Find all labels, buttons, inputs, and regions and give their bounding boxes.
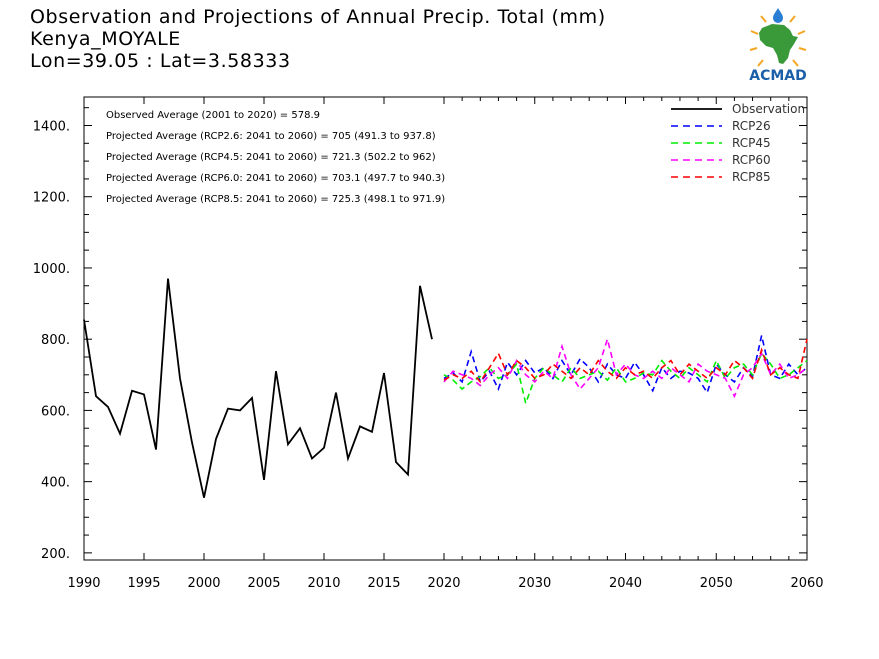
legend-label: RCP60 [732,153,771,167]
average-annotation: Projected Average (RCP2.6: 2041 to 2060)… [106,131,436,142]
legend-label: RCP45 [732,136,771,150]
y-tick-label: 600. [41,404,70,419]
x-tick-label: 2020 [427,576,460,591]
series-line-rcp26 [443,335,808,395]
average-annotation: Projected Average (RCP4.5: 2041 to 2060)… [106,152,436,163]
x-tick-label: 1990 [67,576,100,591]
acmad-logo: ACMAD [749,8,807,84]
africa-map-icon [759,24,798,64]
y-tick-label: 1200. [33,191,70,206]
series-line-rcp45 [443,351,808,407]
plot-frame [83,96,808,561]
y-tick-label: 1400. [33,119,70,134]
average-annotation: Observed Average (2001 to 2020) = 578.9 [106,110,320,121]
x-tick-label: 2010 [307,576,340,591]
station-name: Kenya_MOYALE [30,28,181,50]
series-line-observation [83,278,433,498]
legend-label: Observation [732,102,805,116]
water-drop-icon [773,8,783,23]
average-annotation: Projected Average (RCP6.0: 2041 to 2060)… [106,173,445,184]
x-tick-label: 2060 [790,576,823,591]
legend-label: RCP85 [732,170,771,184]
y-tick-label: 200. [41,547,70,562]
chart-title-block: Observation and Projections of Annual Pr… [30,6,606,72]
x-tick-label: 2005 [247,576,280,591]
x-tick-label: 1995 [127,576,160,591]
logo-text: ACMAD [749,68,807,84]
legend-label: RCP26 [732,119,771,133]
x-tick-label: 2030 [518,576,551,591]
series-line-rcp85 [443,339,808,384]
y-tick-label: 400. [41,476,70,491]
y-tick-label: 1000. [33,262,70,277]
chart-title: Observation and Projections of Annual Pr… [30,6,606,28]
x-tick-label: 2000 [187,576,220,591]
x-tick-label: 2040 [609,576,642,591]
x-tick-label: 2050 [700,576,733,591]
average-annotation: Projected Average (RCP8.5: 2041 to 2060)… [106,194,445,205]
station-coordinates: Lon=39.05 : Lat=3.58333 [30,50,291,72]
y-tick-label: 800. [41,333,70,348]
x-tick-label: 2015 [367,576,400,591]
